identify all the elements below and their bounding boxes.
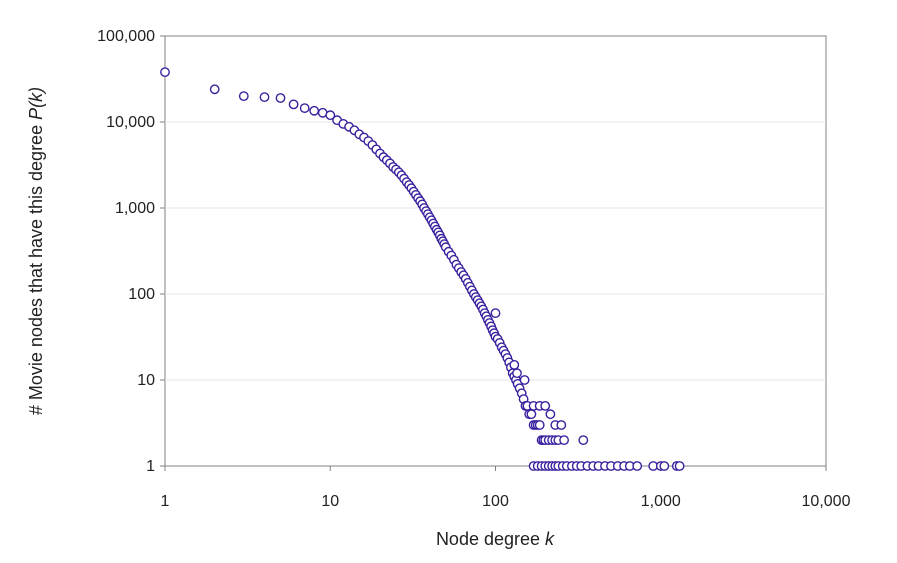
data-point — [512, 368, 522, 379]
x-axis-ticks: 1 10 100 1,000 10,000 — [161, 466, 851, 510]
data-point — [275, 93, 286, 103]
data-point — [288, 99, 299, 110]
y-tick-label: 1,000 — [115, 200, 155, 217]
data-point — [259, 92, 270, 103]
y-tick-label: 100,000 — [97, 28, 155, 45]
y-axis-title: # Movie nodes that have this degree P(k) — [26, 87, 46, 415]
y-tick-label: 10 — [137, 372, 155, 389]
x-tick-label: 10 — [321, 493, 339, 510]
y-tick-label: 1 — [146, 458, 155, 475]
x-tick-label: 1,000 — [641, 493, 681, 510]
data-point — [325, 110, 336, 121]
data-point — [519, 375, 530, 385]
data-point — [556, 420, 567, 430]
data-points — [160, 67, 685, 471]
data-point — [559, 435, 569, 445]
x-tick-label: 10,000 — [802, 493, 851, 510]
x-tick-label: 100 — [482, 493, 509, 510]
data-point — [160, 67, 170, 78]
data-point — [490, 308, 501, 318]
data-point — [534, 420, 545, 430]
data-point — [659, 461, 670, 471]
data-point — [545, 409, 556, 420]
data-point — [299, 103, 310, 114]
x-axis-title: Node degree k — [436, 529, 555, 549]
y-tick-label: 100 — [128, 286, 155, 303]
data-point — [674, 461, 685, 471]
data-point — [309, 105, 320, 116]
plot-area — [164, 35, 827, 467]
data-point — [540, 400, 551, 411]
data-point — [238, 91, 249, 102]
y-axis-ticks: 1 10 100 1,000 10,000 100,000 — [97, 28, 165, 475]
data-point — [526, 409, 537, 420]
data-point — [209, 84, 220, 95]
data-point — [632, 461, 643, 471]
gridlines — [165, 121, 826, 381]
x-tick-label: 1 — [161, 493, 170, 510]
y-tick-label: 10,000 — [106, 114, 155, 131]
data-point — [509, 359, 520, 370]
data-point — [578, 435, 589, 445]
